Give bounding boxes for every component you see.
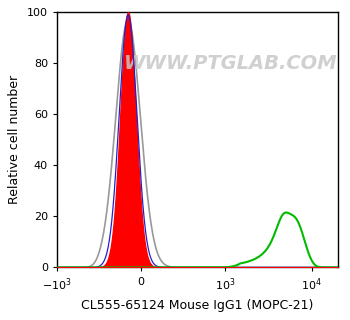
Text: WWW.PTGLAB.COM: WWW.PTGLAB.COM	[124, 54, 338, 73]
Y-axis label: Relative cell number: Relative cell number	[8, 75, 21, 204]
X-axis label: CL555-65124 Mouse IgG1 (MOPC-21): CL555-65124 Mouse IgG1 (MOPC-21)	[81, 299, 314, 312]
